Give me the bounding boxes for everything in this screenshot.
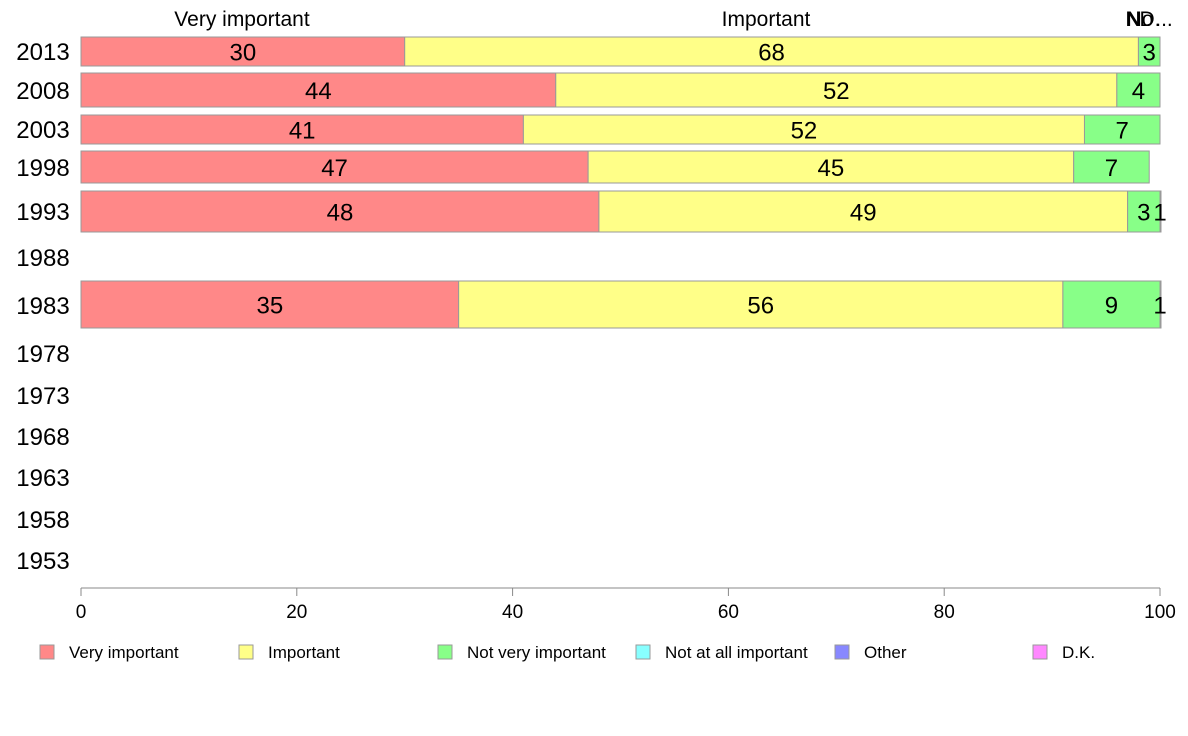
bar-1983-not-very-important xyxy=(1062,280,1161,329)
year-label: 1988 xyxy=(16,245,69,272)
bar-2013-not-very-important xyxy=(1137,36,1161,67)
year-label: 2013 xyxy=(16,39,69,66)
top-category-label: ... xyxy=(1155,8,1173,31)
legend-swatch xyxy=(437,644,453,660)
bar-1983-important xyxy=(458,280,1064,329)
bar-value-label: 48 xyxy=(327,200,354,227)
year-label: 1983 xyxy=(16,293,69,320)
x-tick-label: 40 xyxy=(502,602,523,623)
bar-value-label: 47 xyxy=(321,155,348,182)
top-category-labels: Very important Important NoND.... xyxy=(174,8,1172,31)
bar-1998-not-very-important xyxy=(1073,150,1150,184)
bar-value-label: 30 xyxy=(229,40,256,67)
x-axis: 0 20 40 60 80 100 xyxy=(76,587,1176,623)
x-tick-label: 60 xyxy=(718,602,739,623)
top-category-label: D. xyxy=(1140,8,1161,31)
bar-value-label: 49 xyxy=(850,200,877,227)
bar-1983-very-important xyxy=(80,280,460,329)
legend-swatch xyxy=(238,644,254,660)
legend-swatch xyxy=(635,644,651,660)
bar-value-label: 7 xyxy=(1105,155,1118,182)
bar-2013-very-important xyxy=(80,36,406,67)
year-label: 1998 xyxy=(16,155,69,182)
bar-value-label: 3 xyxy=(1137,200,1150,227)
bar-1983-d-k- xyxy=(1159,280,1162,329)
bar-value-label: 41 xyxy=(289,118,316,145)
bar-1993-very-important xyxy=(80,190,600,233)
x-tick-label: 100 xyxy=(1144,602,1176,623)
year-label: 1958 xyxy=(16,507,69,534)
legend-swatch xyxy=(1032,644,1048,660)
bar-1998-important xyxy=(587,150,1075,184)
year-label: 2003 xyxy=(16,117,69,144)
legend-label: D.K. xyxy=(1062,643,1095,662)
bar-value-label: 52 xyxy=(791,118,818,145)
x-tick-label: 0 xyxy=(76,602,87,623)
legend-label: Other xyxy=(864,643,907,662)
year-label: 1978 xyxy=(16,341,69,368)
year-labels: 2013 2008 2003 1998 1993 1988 1983 1978 1973 1968… xyxy=(16,39,69,575)
legend-label: Not at all important xyxy=(665,643,808,662)
bar-value-label: 45 xyxy=(818,155,845,182)
x-tick-label: 80 xyxy=(934,602,955,623)
top-category-label: Important xyxy=(722,8,811,31)
bar-value-label: 35 xyxy=(256,293,283,320)
year-label: 1968 xyxy=(16,424,69,451)
bar-1993-important xyxy=(598,190,1129,233)
legend-label: Not very important xyxy=(467,643,606,662)
bar-value-label: 52 xyxy=(823,78,850,105)
bars: 30 68 344 52 441 52 747 45 748 49 3 135 56 9 1 xyxy=(80,36,1167,329)
bar-value-label: 1 xyxy=(1153,200,1166,227)
bar-value-label: 68 xyxy=(758,40,785,67)
bar-value-label: 7 xyxy=(1116,118,1129,145)
top-category-label: N xyxy=(1125,8,1140,31)
legend-label: Very important xyxy=(69,643,179,662)
bar-1993-not-very-important xyxy=(1127,190,1161,233)
top-category-label: Very important xyxy=(174,8,310,31)
top-category-label: No xyxy=(1127,8,1154,31)
year-label: 1973 xyxy=(16,383,69,410)
bar-value-label: 1 xyxy=(1153,293,1166,320)
year-label: 1963 xyxy=(16,465,69,492)
bar-value-label: 4 xyxy=(1132,78,1145,105)
bar-2003-very-important xyxy=(80,114,524,145)
bar-value-label: 9 xyxy=(1105,293,1118,320)
bar-2003-not-very-important xyxy=(1083,114,1161,145)
legend: Very important Important Not very importan… xyxy=(39,643,1095,662)
legend-swatch xyxy=(39,644,55,660)
bar-1993-not-at-all-important xyxy=(1159,190,1162,233)
bar-1998-very-important xyxy=(80,150,589,184)
bar-value-label: 56 xyxy=(747,293,774,320)
bar-2003-important xyxy=(522,114,1085,145)
bar-value-label: 3 xyxy=(1143,40,1156,67)
bar-2008-very-important xyxy=(80,72,557,108)
bar-2008-not-very-important xyxy=(1116,72,1161,108)
year-label: 2008 xyxy=(16,78,69,105)
bar-value-label: 44 xyxy=(305,78,332,105)
year-label: 1993 xyxy=(16,199,69,226)
legend-label: Important xyxy=(268,643,340,662)
year-label: 1953 xyxy=(16,548,69,575)
legend-swatch xyxy=(834,644,850,660)
x-tick-label: 20 xyxy=(286,602,307,623)
